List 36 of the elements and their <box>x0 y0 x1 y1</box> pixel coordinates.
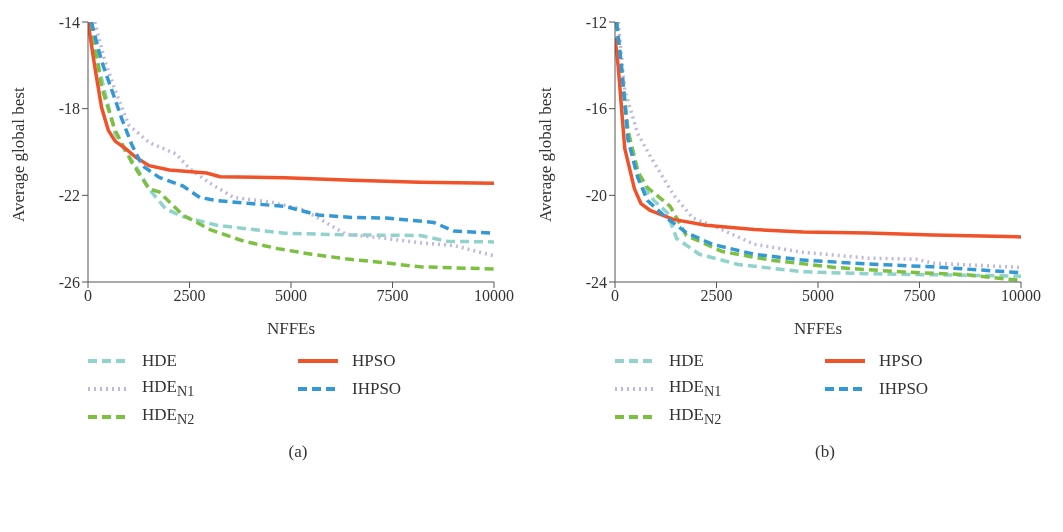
x-tick-label: 0 <box>84 287 92 305</box>
y-tick-label: -14 <box>58 13 80 31</box>
x-tick-label: 7500 <box>903 287 936 305</box>
y-tick-label: -22 <box>58 187 80 205</box>
legend-label: IHPSO <box>352 379 402 399</box>
y-tick-label: -18 <box>58 100 80 118</box>
y-tick-label: -20 <box>585 187 607 205</box>
line-series <box>615 35 1021 239</box>
x-tick-label: 10000 <box>1001 287 1041 305</box>
y-tick-label: -12 <box>585 13 607 31</box>
x-tick-label: 5000 <box>275 287 307 305</box>
x-tick-label: 7500 <box>376 287 409 305</box>
legend-label: HDE$_{N1}$ <box>669 377 722 401</box>
text: (a) <box>287 442 309 462</box>
legend-label: HDE <box>142 351 177 371</box>
line-series <box>88 22 494 185</box>
x-tick-label: 2500 <box>173 287 206 305</box>
y-axis-title: Average global best <box>536 87 556 222</box>
y-tick-label: -26 <box>58 273 80 291</box>
y-axis-title: Average global best <box>9 87 29 222</box>
y-tick-label: -24 <box>585 273 607 291</box>
legend-label: HPSO <box>879 351 923 371</box>
text: (b) <box>814 442 836 462</box>
x-tick-label: 5000 <box>802 287 834 305</box>
x-tick-label: 0 <box>611 287 619 305</box>
y-tick-label: -16 <box>585 100 607 118</box>
legend-label: HPSO <box>352 351 396 371</box>
x-tick-label: 10000 <box>474 287 514 305</box>
x-axis-title: NFFEs <box>793 319 843 338</box>
legend-label: HDE <box>669 351 704 371</box>
x-axis-title: NFFEs <box>266 319 316 338</box>
legend-label: IHPSO <box>879 379 929 399</box>
x-tick-label: 2500 <box>700 287 733 305</box>
legend-label: HDE$_{N2}$ <box>669 405 722 429</box>
legend-label: HDE$_{N1}$ <box>142 377 195 401</box>
legend-label: HDE$_{N2}$ <box>142 405 195 429</box>
